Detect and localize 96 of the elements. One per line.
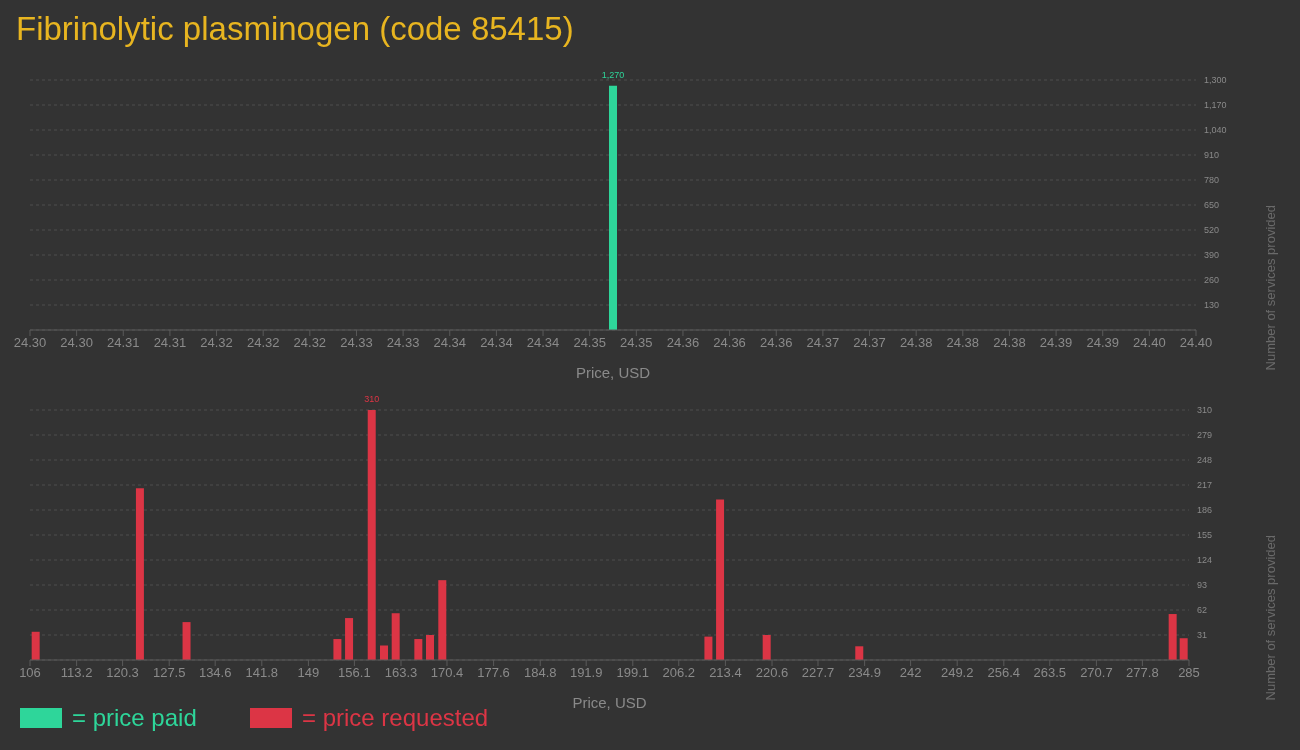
x-tick-label: 256.4 (987, 665, 1021, 681)
x-tick-label: 242 (899, 665, 922, 681)
x-tick-label: 24.32 (293, 335, 327, 351)
x-tick-label: 24.31 (153, 335, 187, 351)
x-tick-label: 106 (19, 665, 41, 681)
y-tick-label: 260 (1204, 275, 1220, 286)
legend-label: = price requested (302, 704, 489, 732)
x-tick-label: 24.34 (480, 335, 513, 351)
x-axis-title: Price, USD (572, 694, 647, 711)
x-tick-label: 134.6 (198, 665, 232, 681)
bar (414, 639, 423, 660)
x-tick-label: 184.8 (523, 665, 557, 681)
y-tick-label: 390 (1204, 250, 1220, 261)
x-tick-label: 120.3 (106, 665, 139, 681)
x-tick-label: 24.38 (899, 335, 933, 351)
x-tick-label: 24.34 (526, 335, 560, 351)
x-tick-label: 227.7 (801, 665, 835, 681)
x-axis-title: Price, USD (575, 364, 651, 381)
x-tick-label: 24.37 (853, 335, 886, 351)
x-tick-label: 24.33 (340, 335, 373, 351)
x-tick-label: 24.36 (666, 335, 700, 351)
x-tick-label: 24.36 (759, 335, 793, 351)
x-tick-label: 24.35 (573, 335, 606, 351)
x-tick-label: 156.1 (338, 665, 371, 681)
x-tick-label: 24.33 (386, 335, 420, 351)
y-tick-label: 310 (1197, 405, 1213, 416)
bar (333, 639, 342, 660)
x-tick-label: 163.3 (384, 665, 418, 681)
bar (31, 631, 40, 660)
bar (380, 645, 389, 660)
x-tick-label: 24.40 (1179, 335, 1213, 351)
y-tick-label: 217 (1197, 480, 1213, 491)
x-tick-label: 285 (1178, 665, 1200, 681)
x-tick-label: 24.30 (13, 335, 47, 351)
x-tick-label: 24.37 (806, 335, 840, 351)
x-tick-label: 24.39 (1039, 335, 1073, 351)
x-tick-label: 113.2 (60, 665, 93, 681)
bar (135, 488, 144, 660)
bar (855, 646, 864, 660)
y-tick-label: 93 (1197, 580, 1208, 591)
y-tick-label: 62 (1197, 605, 1208, 616)
bar (1179, 638, 1188, 660)
y-tick-label: 910 (1204, 150, 1220, 161)
data-label: 310 (364, 394, 380, 404)
x-tick-label: 213.4 (709, 665, 742, 681)
x-tick-label: 24.39 (1086, 335, 1119, 351)
chart-title: Fibrinolytic plasminogen (code 85415) (16, 10, 574, 48)
y-tick-label: 1,170 (1204, 100, 1227, 111)
x-tick-label: 24.30 (60, 335, 93, 351)
x-tick-label: 127.5 (152, 665, 186, 681)
y-tick-label: 650 (1204, 200, 1220, 211)
x-tick-label: 24.35 (620, 335, 653, 351)
x-tick-label: 249.2 (940, 665, 974, 681)
y-tick-label: 31 (1197, 630, 1208, 641)
y-tick-label: 155 (1197, 530, 1213, 541)
y-tick-label: 124 (1197, 555, 1213, 566)
legend-label: = price paid (72, 704, 197, 732)
x-tick-label: 141.8 (245, 665, 279, 681)
bar (182, 622, 191, 660)
bar (438, 580, 447, 660)
x-tick-label: 24.31 (107, 335, 140, 351)
x-tick-label: 24.36 (713, 335, 746, 351)
x-tick-label: 24.38 (993, 335, 1026, 351)
bar (704, 636, 713, 660)
x-tick-label: 191.9 (569, 665, 603, 681)
x-tick-label: 24.32 (200, 335, 233, 351)
bar (426, 635, 434, 660)
x-tick-label: 177.6 (477, 665, 510, 681)
x-tick-label: 234.9 (848, 665, 881, 681)
x-tick-label: 170.4 (430, 665, 464, 681)
x-tick-label: 24.40 (1133, 335, 1166, 351)
x-tick-label: 263.5 (1033, 665, 1067, 681)
y-tick-label: 130 (1204, 300, 1220, 311)
bar (1168, 614, 1177, 660)
x-tick-label: 220.6 (755, 665, 789, 681)
x-tick-label: 24.32 (246, 335, 280, 351)
x-tick-label: 270.7 (1080, 665, 1113, 681)
y-tick-label: 279 (1197, 430, 1213, 441)
y-tick-label: 1,040 (1204, 125, 1227, 136)
y-tick-label: 780 (1204, 175, 1220, 186)
x-tick-label: 199.1 (616, 665, 650, 681)
y-tick-label: 520 (1204, 225, 1220, 236)
x-tick-label: 24.38 (946, 335, 980, 351)
x-tick-label: 206.2 (662, 665, 696, 681)
x-tick-label: 24.34 (433, 335, 467, 351)
y-tick-label: 186 (1197, 505, 1213, 516)
bar (716, 499, 725, 660)
x-tick-label: 149 (297, 665, 320, 681)
data-label: 1,270 (601, 69, 625, 80)
bar (762, 635, 771, 660)
y-tick-label: 1,300 (1204, 75, 1227, 86)
bar (345, 618, 354, 660)
y-tick-label: 248 (1197, 455, 1213, 466)
x-tick-label: 277.8 (1126, 665, 1159, 681)
bar (391, 613, 400, 660)
bar (367, 410, 376, 660)
